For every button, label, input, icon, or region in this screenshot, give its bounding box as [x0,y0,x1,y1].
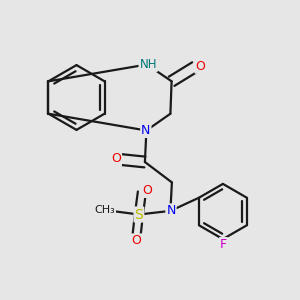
Text: S: S [134,208,143,221]
Text: CH₃: CH₃ [94,205,115,215]
Text: O: O [142,184,152,197]
Text: N: N [166,204,176,218]
Text: F: F [220,238,227,251]
Text: O: O [196,60,205,73]
Text: NH: NH [140,58,157,71]
Text: N: N [141,124,151,137]
Text: O: O [132,234,141,248]
Text: O: O [111,152,121,166]
